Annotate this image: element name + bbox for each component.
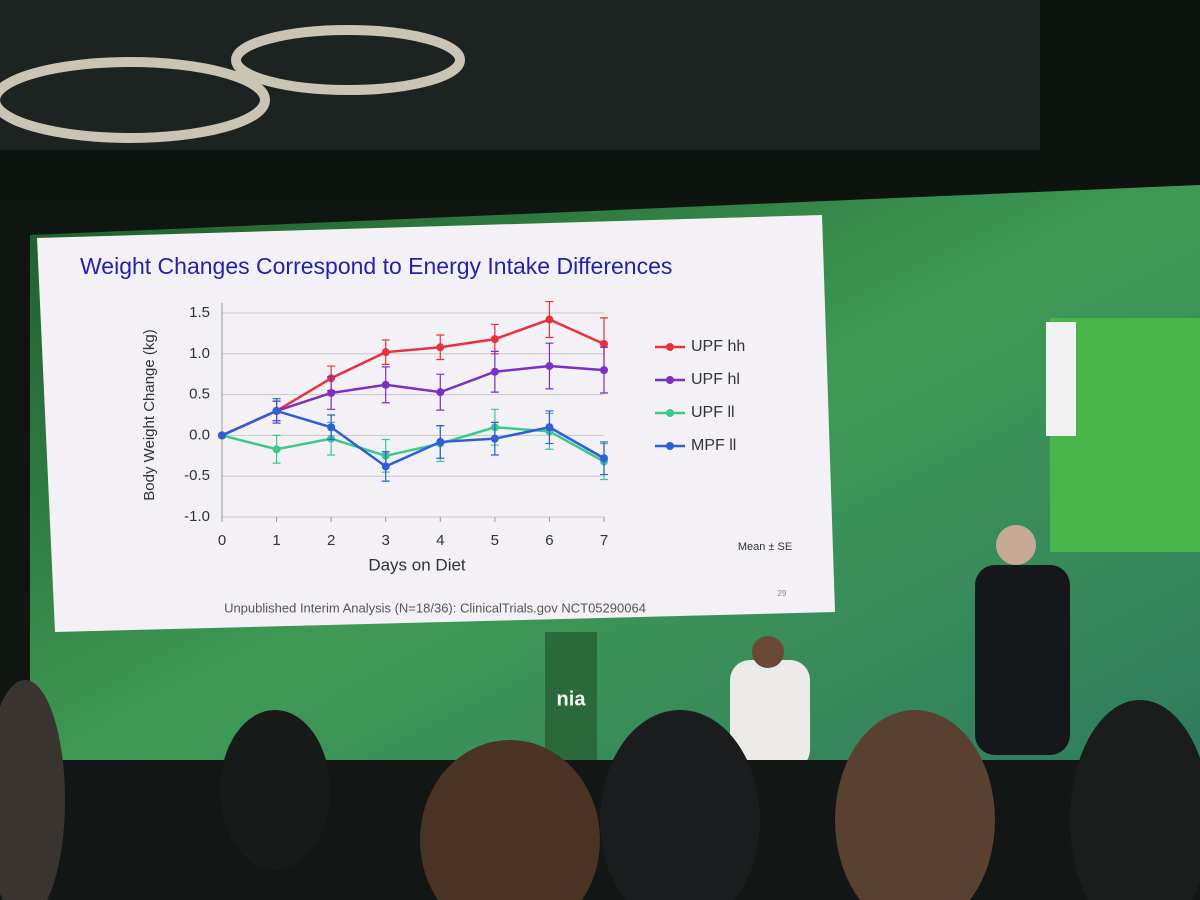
panelist-head [752,636,784,668]
series-line [221,318,605,437]
y-axis-label: Body Weight Change (kg) [141,329,158,500]
legend-label: UPF hl [691,371,740,388]
data-point [545,315,554,324]
x-tick-label: 3 [382,532,390,549]
data-point [490,434,499,443]
audience-member [420,740,600,900]
data-point [490,335,499,344]
data-point [381,380,390,389]
audience-member [835,710,995,900]
data-point [600,366,608,375]
y-tick-label: 1.5 [189,304,210,321]
note: Mean ± SE [738,541,792,553]
chart: Weight Changes Correspond to Energy Inta… [80,253,792,615]
speaker [975,565,1070,755]
y-tick-label: -0.5 [184,467,210,484]
ceiling [0,0,1040,150]
data-point [436,388,445,397]
data-point [490,367,499,376]
x-tick-label: 7 [600,532,608,549]
legend-marker [666,409,674,417]
data-point [436,343,445,352]
data-point [327,388,336,397]
x-tick-label: 2 [327,532,335,549]
y-tick-label: 0.0 [189,426,210,443]
chart-title: Weight Changes Correspond to Energy Inta… [80,253,672,279]
audience-member [0,680,65,900]
data-point [272,445,281,454]
audience-area [0,760,1200,900]
data-point [218,431,226,440]
legend-label: UPF ll [691,404,735,421]
audience-member [1070,700,1200,900]
data-point [600,454,608,463]
data-point [545,423,554,432]
legend-marker [666,376,674,384]
slide-number: 29 [778,589,787,598]
data-point [436,437,445,446]
x-tick-label: 1 [272,532,280,549]
series-line [221,409,605,468]
y-tick-label: -1.0 [184,508,210,525]
podium-logo: nia [557,688,587,710]
legend-marker [666,343,674,351]
x-tick-label: 4 [436,532,444,549]
legend-label: UPF hh [691,338,745,355]
series-line [221,425,605,463]
legend-marker [666,442,674,450]
slide [37,215,835,632]
chandelier [0,57,270,143]
speaker-head [996,525,1036,565]
series-line [221,364,605,437]
x-axis-label: Days on Diet [368,555,466,574]
footer: Unpublished Interim Analysis (N=18/36): … [224,600,646,615]
seated-panelist [730,660,810,770]
chandelier [231,25,465,95]
audience-member [600,710,760,900]
data-point [381,348,390,357]
data-point [272,406,281,415]
y-tick-label: 0.5 [189,386,210,403]
y-tick-label: 1.0 [189,345,210,362]
x-tick-label: 0 [218,532,226,549]
data-point [327,423,336,432]
audience-member [220,710,330,870]
data-point [545,362,554,371]
data-point [600,340,608,349]
side-screen-panel [1046,322,1076,436]
x-tick-label: 5 [491,532,499,549]
legend-label: MPF ll [691,437,736,454]
x-tick-label: 6 [545,532,553,549]
data-point [381,462,390,471]
